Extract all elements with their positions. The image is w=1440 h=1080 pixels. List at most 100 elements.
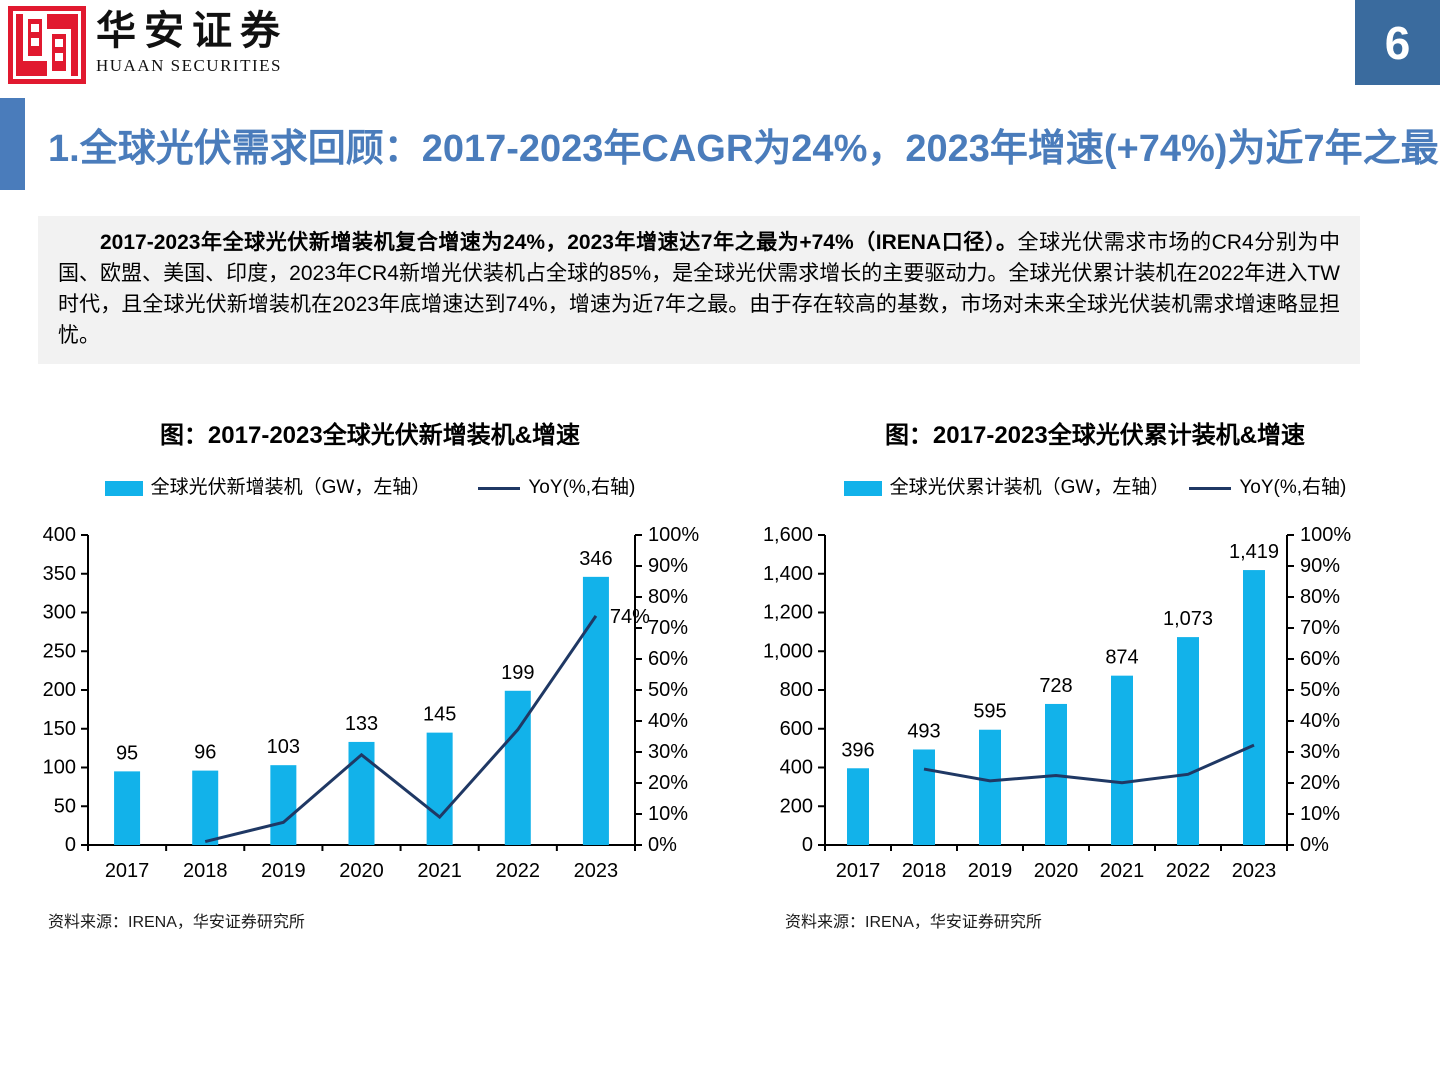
legend-line-swatch-icon [1189,486,1232,490]
legend-bar-label: 全球光伏累计装机（GW，左轴） [889,477,1170,498]
chinese-knot-icon [8,6,86,84]
year-label: 2019 [261,860,306,882]
bar [426,732,453,845]
year-label: 2023 [1232,860,1277,882]
bar [847,768,869,845]
bar [348,741,375,845]
left-axis-tick-label: 0 [802,834,813,856]
bar-value-label: 728 [1039,675,1072,697]
source-note: 资料来源：IRENA，华安证券研究所 [48,914,305,931]
left-axis-tick-label: 200 [780,795,813,817]
legend-item-bars: 全球光伏累计装机（GW，左轴） [843,477,1170,499]
right-axis-tick-label: 70% [1300,617,1340,639]
left-axis-tick-label: 600 [780,718,813,740]
year-label: 2019 [968,860,1013,882]
legend-bar-swatch-icon [843,480,882,496]
year-label: 2020 [339,860,384,882]
bar [582,576,609,845]
chart-legend: 全球光伏累计装机（GW，左轴） YoY(%,右轴) [750,477,1440,499]
year-label: 2017 [105,860,150,882]
right-axis-tick-label: 90% [648,555,688,577]
bar-value-label: 145 [423,704,456,726]
left-axis-tick-label: 150 [43,718,76,740]
summary-paragraph: 2017-2023年全球光伏新增装机复合增速为24%，2023年增速达7年之最为… [58,227,1340,351]
right-axis-tick-label: 40% [648,710,688,732]
right-axis-tick-label: 50% [1300,679,1340,701]
right-axis-tick-label: 10% [1300,803,1340,825]
right-axis-tick-label: 90% [1300,555,1340,577]
right-axis-tick-label: 0% [1300,834,1329,856]
year-label: 2022 [1166,860,1211,882]
left-axis-tick-label: 300 [43,602,76,624]
bar-line-chart-cumulative-installations: 1,600 1,400 1,200 1,000 800 600 400 200 0 100% 90%… [763,524,1351,882]
left-axis-tick-label: 350 [43,563,76,585]
chart-title: 图：2017-2023全球光伏新增装机&增速 [159,422,581,449]
bar [114,771,141,845]
left-axis-tick-label: 1,600 [763,524,813,546]
bar [192,770,219,845]
bar-value-label: 96 [194,742,216,764]
bar-value-label: 103 [267,736,300,758]
right-axis-tick-label: 40% [1300,710,1340,732]
year-label: 2020 [1034,860,1079,882]
bar-value-label: 1,073 [1163,608,1213,630]
left-axis-tick-label: 50 [54,795,76,817]
legend-line-label: YoY(%,右轴) [1239,477,1347,498]
left-axis-tick-label: 0 [65,834,76,856]
logo-name-en: HUAAN SECURITIES [96,56,282,75]
bar-value-label: 493 [907,720,940,742]
bar-value-label: 874 [1105,647,1138,669]
page-title: 1.全球光伏需求回顾：2017-2023年CAGR为24%，2023年增速(+7… [48,127,1439,170]
left-axis-tick-label: 400 [780,757,813,779]
right-axis-tick-label: 20% [648,772,688,794]
figure-new-installations: 图：2017-2023全球光伏新增装机&增速 全球光伏新增装机（GW，左轴） Y… [40,421,700,932]
bar-value-label: 346 [579,548,612,570]
right-axis-tick-label: 10% [648,803,688,825]
bar [979,729,1001,845]
right-axis-tick-label: 60% [1300,648,1340,670]
left-axis-tick-label: 1,400 [763,563,813,585]
legend-bar-label: 全球光伏新增装机（GW，左轴） [150,477,431,498]
bar-value-label: 595 [973,701,1006,723]
summary-box: 2017-2023年全球光伏新增装机复合增速为24%，2023年增速达7年之最为… [38,216,1360,364]
line-end-label: 74% [610,606,650,628]
year-label: 2021 [1100,860,1145,882]
bar-value-label: 396 [841,739,874,761]
legend-bar-swatch-icon [104,480,143,496]
logo-text: 华安证券 HUAAN SECURITIES [96,8,288,76]
huaan-logo-icon [8,6,86,89]
left-axis-tick-label: 100 [43,757,76,779]
right-axis-tick-label: 0% [648,834,677,856]
bar-value-label: 95 [116,742,138,764]
right-axis-tick-label: 100% [1300,524,1351,546]
left-axis-tick-label: 250 [43,640,76,662]
right-axis-tick-label: 70% [648,617,688,639]
source-note: 资料来源：IRENA，华安证券研究所 [785,914,1042,931]
bar [913,749,935,845]
right-axis-tick-label: 80% [1300,586,1340,608]
bar [1177,637,1199,845]
logo-name-cn: 华安证券 [96,8,288,53]
legend-item-bars: 全球光伏新增装机（GW，左轴） [104,477,431,499]
bar-value-label: 133 [345,713,378,735]
yoy-line [204,615,598,844]
year-label: 2021 [417,860,462,882]
left-axis-tick-label: 200 [43,679,76,701]
left-axis-tick-label: 1,000 [763,640,813,662]
left-axis-tick-label: 800 [780,679,813,701]
bar [270,765,297,845]
bar [1111,675,1133,845]
legend-item-line: YoY(%,右轴) [1189,477,1346,499]
right-axis-tick-label: 30% [648,741,688,763]
right-axis-tick-label: 50% [648,679,688,701]
right-axis-tick-label: 20% [1300,772,1340,794]
bar-value-label: 1,419 [1229,541,1279,563]
title-accent-bar [0,98,25,190]
summary-body: 全球光伏需求市场的CR4分别为中国、欧盟、美国、印度，2023年CR4新增光伏装… [58,231,1340,347]
year-label: 2022 [496,860,541,882]
year-label: 2023 [574,860,619,882]
yoy-line [923,743,1255,785]
left-axis-tick-label: 1,200 [763,602,813,624]
year-label: 2017 [836,860,881,882]
legend-line-swatch-icon [478,486,521,490]
